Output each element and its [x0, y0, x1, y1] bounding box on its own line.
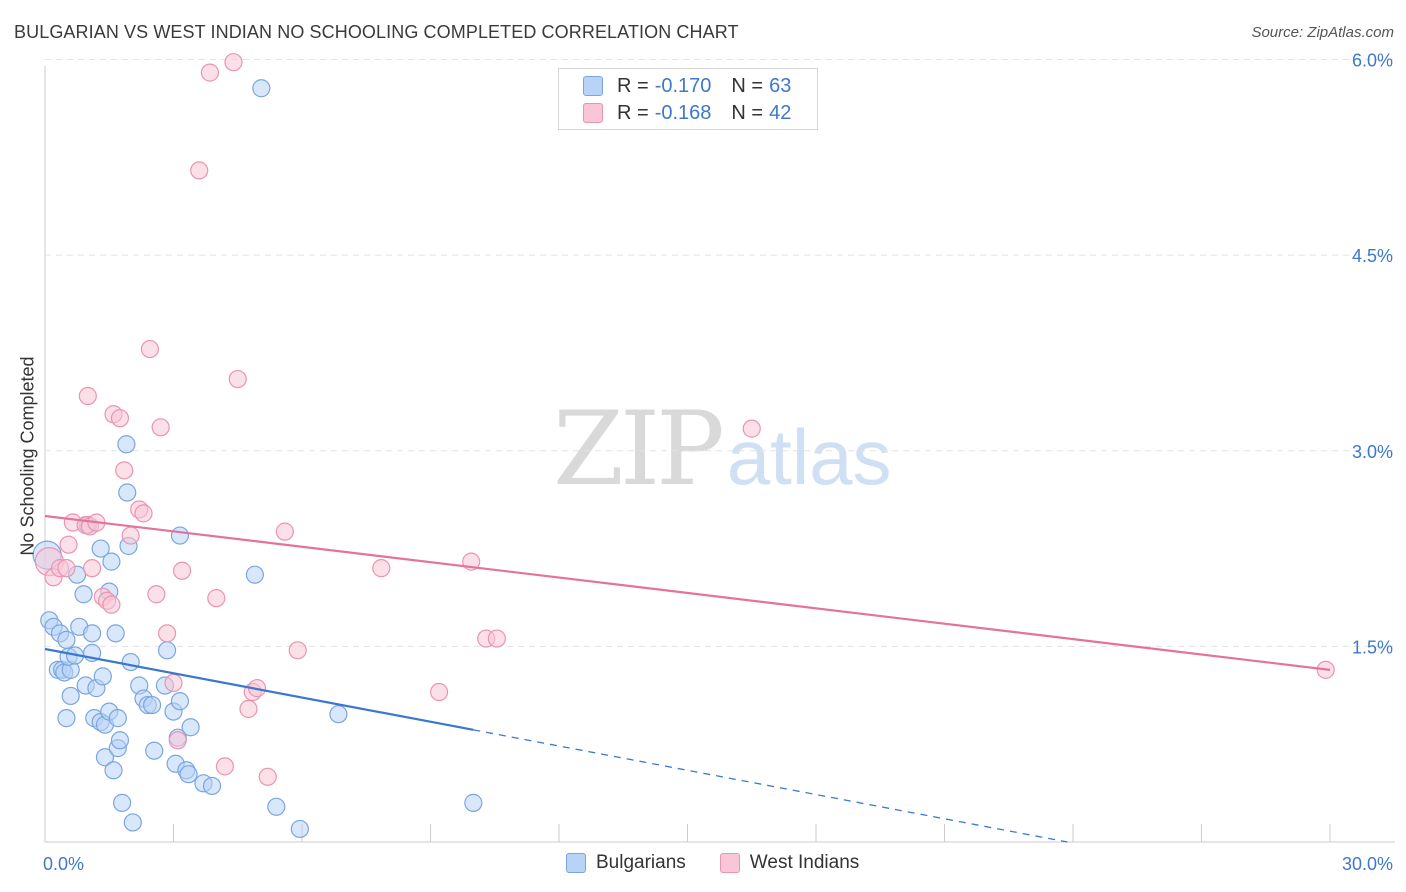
west-indians-point: [59, 535, 78, 554]
west-indians-swatch: [583, 103, 603, 123]
bulgarians-point: [245, 565, 264, 584]
bulgarians-point: [91, 539, 110, 558]
chart-title: BULGARIAN VS WEST INDIAN NO SCHOOLING CO…: [14, 22, 739, 42]
west-indians-point: [275, 522, 294, 541]
west-indians-n-value: 42: [769, 101, 792, 124]
bulgarians-point: [121, 652, 140, 672]
bulgarians-swatch: [583, 76, 603, 96]
west-indians-point: [102, 595, 121, 614]
bulgarians-point: [112, 793, 132, 812]
stats-legend-west-indians: R = -0.168 N = 42: [583, 100, 791, 126]
legend-label-west-indians: West Indians: [749, 852, 860, 873]
west-indians-point: [258, 767, 277, 786]
west-indians-point: [147, 585, 166, 604]
west-indians-point: [83, 559, 102, 578]
west-indians-point: [110, 409, 130, 428]
bulgarians-point: [108, 709, 127, 728]
legend-swatch-west-indians: [719, 853, 740, 873]
bulgarians-point: [464, 793, 483, 812]
legend-item-bulgarians[interactable]: Bulgarians: [566, 852, 686, 874]
west-indians-point: [190, 161, 209, 180]
bulgarians-point: [142, 695, 162, 715]
bulgarians-point: [61, 686, 80, 706]
west-indians-point: [78, 386, 97, 406]
bulgarians-point: [170, 692, 190, 711]
west-indians-point: [151, 418, 170, 437]
west-indians-r-label: R =: [617, 101, 649, 124]
west-indians-point: [121, 526, 140, 545]
bulgarians-point: [145, 741, 164, 760]
bulgarians-point: [106, 624, 125, 643]
y-tick-label: 1.5%: [1352, 637, 1393, 657]
stats-legend: R = -0.170 N = 63 R = -0.168 N = 42: [558, 68, 818, 130]
west-indians-point: [239, 699, 258, 719]
bulgarians-n-label: N =: [731, 74, 764, 97]
west-indians-point: [742, 419, 761, 438]
bulgarians-r-value: -0.170: [654, 74, 712, 97]
bulgarians-point: [252, 79, 271, 98]
bulgarians-point: [93, 667, 112, 686]
x-tick-label: 30.0%: [1342, 854, 1393, 874]
bulgarians-point: [57, 709, 76, 728]
bulgarians-point: [329, 705, 348, 724]
west-indians-point: [57, 559, 76, 578]
bulgarians-trend-line: [44, 647, 474, 731]
bulgarians-point: [118, 483, 137, 502]
west-indians-point: [140, 339, 160, 359]
bulgarians-point: [181, 718, 200, 737]
west-indians-point: [487, 629, 506, 648]
west-indians-point: [228, 369, 247, 389]
west-indians-point: [429, 682, 449, 702]
bulgarians-point: [202, 776, 222, 796]
bulgarians-point: [83, 624, 102, 643]
west-indians-point: [168, 731, 187, 750]
bulgarians-r-label: R =: [617, 74, 649, 97]
west-indians-point: [172, 561, 192, 580]
west-indians-n-label: N =: [731, 101, 764, 124]
west-indians-point: [157, 624, 177, 643]
y-tick-label: 6.0%: [1352, 51, 1393, 71]
west-indians-point: [215, 757, 234, 776]
bulgarians-point: [170, 526, 190, 545]
stats-legend-bulgarians: R = -0.170 N = 63: [583, 73, 791, 99]
west-indians-point: [200, 63, 220, 82]
bulgarians-point: [123, 813, 142, 832]
y-axis-label: No Schooling Completed: [17, 356, 38, 556]
bulgarians-point: [102, 552, 121, 571]
x-tick-label: 0.0%: [43, 854, 84, 874]
bulgarians-n-value: 63: [769, 74, 792, 97]
legend-swatch-bulgarians: [566, 853, 586, 873]
west-indians-point: [164, 673, 183, 693]
bulgarians-point: [290, 819, 309, 839]
west-indians-point: [372, 559, 391, 578]
watermark-zip: ZIP: [553, 390, 725, 509]
bulgarians-point: [104, 761, 123, 780]
series-legend: Bulgarians West Indians: [566, 852, 893, 874]
bulgarians-point: [57, 630, 76, 649]
west-indians-r-value: -0.168: [654, 101, 712, 124]
legend-label-bulgarians: Bulgarians: [596, 852, 686, 873]
bulgarians-point: [95, 748, 115, 767]
west-indians-point: [288, 641, 307, 660]
west-indians-trend-line: [44, 514, 1331, 671]
bulgarians-point: [157, 641, 177, 660]
y-tick-label: 4.5%: [1352, 246, 1393, 266]
west-indians-point: [115, 461, 134, 480]
bulgarians-point: [74, 585, 93, 604]
y-tick-label: 3.0%: [1352, 442, 1393, 462]
west-indians-point: [134, 504, 153, 523]
west-indians-point: [224, 53, 243, 72]
bulgarians-point: [267, 797, 286, 816]
bulgarians-trend-line-extension: [473, 729, 1068, 843]
bulgarians-point: [179, 765, 198, 784]
legend-item-west-indians[interactable]: West Indians: [719, 852, 860, 874]
bulgarians-point: [117, 435, 136, 454]
west-indians-point: [207, 589, 226, 608]
bulgarians-point: [110, 731, 130, 750]
chart-source: Source: ZipAtlas.com: [1251, 24, 1394, 41]
